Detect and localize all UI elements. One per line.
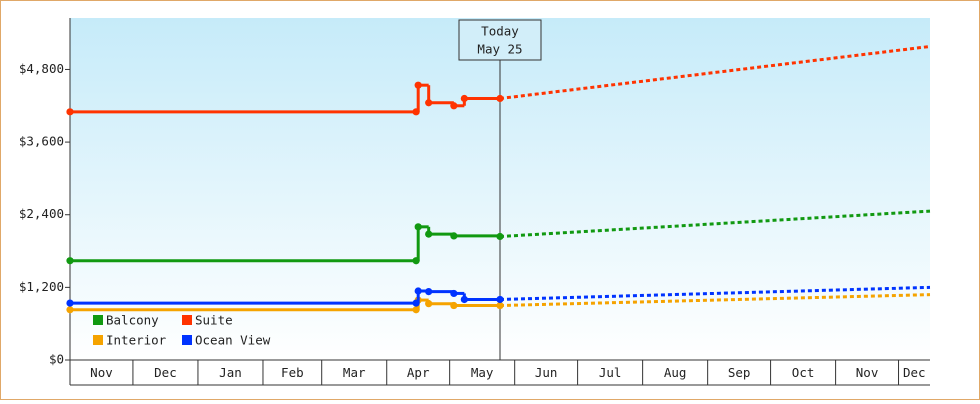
point: [450, 232, 458, 240]
x-tick-label: Dec: [903, 365, 926, 380]
point: [450, 289, 458, 298]
legend-swatch: [93, 315, 103, 325]
point: [414, 287, 422, 295]
legend-label: Interior: [106, 333, 167, 348]
y-tick-label: $0: [49, 352, 64, 367]
point: [496, 295, 504, 304]
point: [412, 299, 420, 307]
point: [496, 94, 504, 103]
x-tick-label: Nov: [856, 365, 879, 380]
forecast-line: [499, 44, 931, 100]
point: [496, 232, 504, 241]
today-label: Today: [481, 24, 519, 39]
point: [425, 300, 433, 308]
y-tick-label: $4,800: [19, 61, 64, 76]
point: [412, 108, 420, 116]
x-tick-label: Dec: [154, 365, 177, 380]
x-tick-label: Sep: [728, 365, 751, 380]
legend-swatch: [93, 335, 103, 345]
point: [414, 223, 422, 231]
point: [412, 257, 420, 265]
point: [66, 257, 74, 265]
today-label: May 25: [477, 42, 522, 57]
y-tick-label: $1,200: [19, 279, 64, 294]
x-tick-label: Feb: [281, 365, 304, 380]
point: [66, 306, 74, 314]
x-tick-label: Jul: [599, 365, 622, 380]
x-tick-label: May: [471, 365, 494, 380]
legend-label: Suite: [195, 313, 233, 328]
point: [414, 81, 422, 89]
point: [425, 230, 433, 238]
legend-label: Balcony: [106, 313, 159, 328]
point: [425, 99, 433, 107]
point: [460, 94, 468, 103]
y-tick-label: $3,600: [19, 134, 64, 149]
legend-swatch: [182, 335, 192, 345]
today-box: [458, 19, 542, 61]
point: [496, 301, 504, 310]
point: [460, 295, 468, 304]
x-tick-label: Oct: [792, 365, 815, 380]
point: [66, 299, 74, 307]
legend-label: Ocean View: [195, 333, 271, 348]
y-tick-label: $2,400: [19, 206, 64, 221]
x-tick-label: Aug: [664, 365, 687, 380]
point: [450, 301, 458, 310]
forecast-line: [499, 285, 931, 301]
x-tick-label: Mar: [343, 365, 366, 380]
legend-swatch: [182, 315, 192, 325]
point: [66, 108, 74, 116]
x-tick-label: Jan: [219, 365, 242, 380]
point: [450, 102, 458, 110]
x-tick-label: Jun: [535, 365, 558, 380]
point: [412, 306, 420, 314]
layer: $0 $1,200 $2,400 $3,600 $4,800 Nov Dec Jan Feb Ma…: [19, 18, 931, 386]
x-tick-label: Nov: [90, 365, 113, 380]
x-tick-label: Apr: [407, 365, 430, 380]
forecast-line: [499, 209, 931, 239]
forecast-line: [499, 293, 931, 308]
point: [425, 288, 433, 296]
